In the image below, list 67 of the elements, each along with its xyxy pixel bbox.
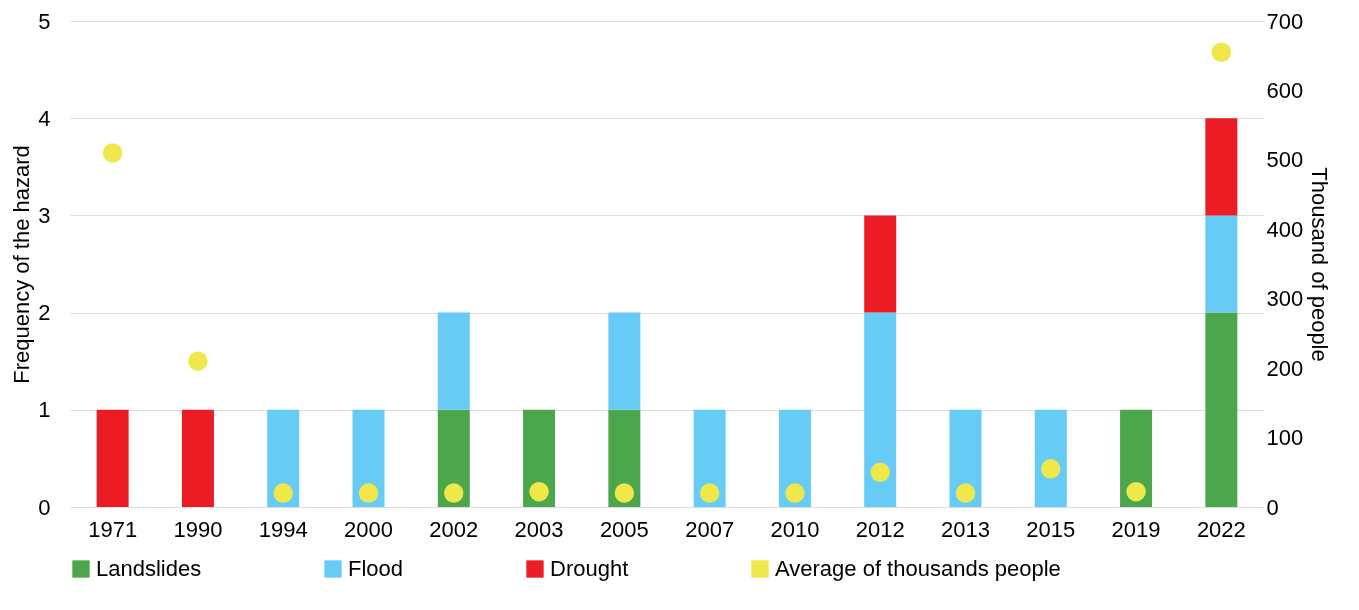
y-tick-label: 3 bbox=[38, 202, 51, 228]
bar bbox=[352, 409, 385, 507]
y2-tick-label: 500 bbox=[1266, 147, 1304, 173]
x-tick-label: 2003 bbox=[514, 516, 564, 542]
bar bbox=[181, 409, 214, 507]
point bbox=[188, 351, 208, 371]
point bbox=[102, 143, 123, 163]
point bbox=[529, 482, 549, 502]
point bbox=[444, 483, 464, 503]
y2-tick-label: 400 bbox=[1266, 216, 1304, 242]
bar bbox=[523, 409, 556, 507]
bar bbox=[1205, 118, 1238, 216]
y-tick-label: 2 bbox=[38, 300, 51, 326]
legend-label: Flood bbox=[348, 556, 404, 581]
x-tick-label: 2015 bbox=[1026, 516, 1076, 542]
bar bbox=[949, 409, 982, 507]
bar bbox=[96, 409, 129, 507]
y2-tick-label: 600 bbox=[1266, 77, 1304, 103]
y2-tick-label: 300 bbox=[1266, 286, 1304, 312]
x-tick-label: 2012 bbox=[855, 516, 905, 542]
bar bbox=[693, 409, 726, 507]
bar bbox=[437, 312, 470, 410]
point bbox=[785, 483, 805, 503]
point bbox=[1211, 42, 1232, 62]
legend-label: Drought bbox=[550, 556, 629, 581]
bar bbox=[1034, 409, 1067, 507]
y2-tick-label: 100 bbox=[1266, 425, 1304, 451]
y-tick-label: 1 bbox=[38, 397, 51, 423]
y-tick-label: 0 bbox=[38, 494, 51, 520]
point bbox=[614, 483, 635, 503]
point bbox=[699, 483, 720, 503]
point bbox=[1126, 482, 1146, 502]
x-tick-label: 2007 bbox=[685, 516, 735, 542]
x-tick-label: 2010 bbox=[770, 516, 820, 542]
point bbox=[955, 483, 976, 503]
bar bbox=[1120, 409, 1153, 507]
bar bbox=[864, 312, 897, 507]
y-axis-title: Frequency of the hazard bbox=[9, 145, 35, 384]
bar bbox=[778, 409, 811, 507]
bar bbox=[608, 409, 641, 507]
point bbox=[1041, 459, 1061, 479]
y2-axis-title: Thousand of people bbox=[1307, 167, 1333, 362]
bar bbox=[864, 215, 897, 313]
y-tick-label: 4 bbox=[38, 105, 51, 131]
x-tick-label: 2000 bbox=[344, 516, 393, 542]
point bbox=[870, 462, 890, 483]
x-tick-label: 2022 bbox=[1196, 516, 1246, 542]
x-tick-label: 1994 bbox=[258, 516, 308, 542]
x-tick-label: 2002 bbox=[429, 516, 479, 542]
x-tick-label: 2013 bbox=[941, 516, 990, 542]
x-tick-label: 2005 bbox=[599, 516, 649, 542]
legend-label: Landslides bbox=[96, 556, 202, 581]
x-tick-label: 1971 bbox=[88, 516, 138, 542]
bar bbox=[1205, 215, 1238, 313]
y-tick-label: 5 bbox=[38, 8, 51, 34]
y2-tick-label: 0 bbox=[1266, 494, 1279, 520]
y2-tick-label: 200 bbox=[1266, 355, 1304, 381]
bar bbox=[1205, 312, 1238, 507]
y2-tick-label: 700 bbox=[1266, 8, 1304, 34]
point bbox=[273, 483, 293, 503]
x-tick-label: 1990 bbox=[173, 516, 223, 542]
point bbox=[358, 483, 379, 503]
bar bbox=[608, 312, 641, 410]
bar bbox=[267, 409, 300, 507]
x-tick-label: 2019 bbox=[1111, 516, 1161, 542]
legend-label: Average of thousands people bbox=[775, 556, 1061, 581]
bar bbox=[437, 409, 470, 507]
